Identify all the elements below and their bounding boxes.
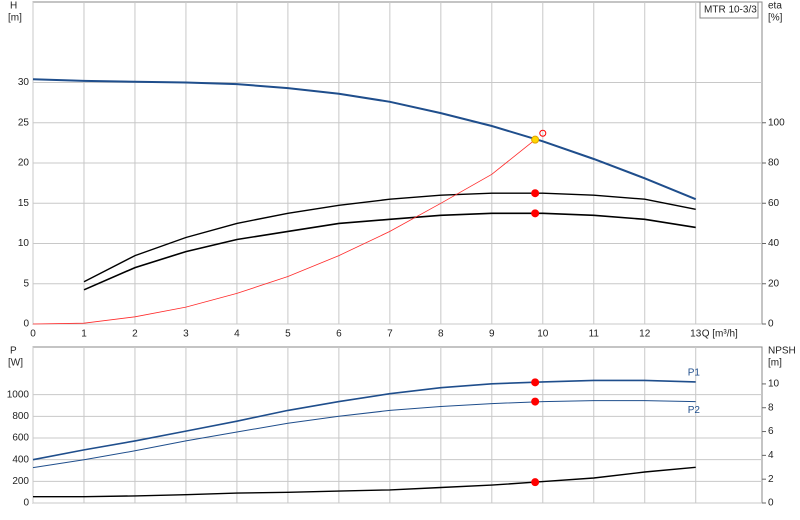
point xyxy=(531,478,540,487)
chart-title: MTR 10-3/3 xyxy=(704,5,757,16)
curve xyxy=(33,466,696,498)
series-label: P1 xyxy=(688,368,701,379)
y-tick-label: 25 xyxy=(18,117,30,128)
y2-tick-label: 8 xyxy=(768,402,774,413)
y-axis-label: H xyxy=(10,1,17,12)
y-tick-label: 15 xyxy=(18,198,30,209)
x-tick-label: 10 xyxy=(537,329,549,340)
x-tick-label: 13 xyxy=(690,329,702,340)
x-tick-label: 5 xyxy=(285,329,291,340)
y-axis-label: P xyxy=(10,346,17,357)
x-tick-label: 11 xyxy=(589,329,600,340)
curve xyxy=(32,139,536,325)
y-tick-label: 600 xyxy=(12,433,29,444)
y-tick-label: 10 xyxy=(18,238,30,249)
y2-tick-label: 0 xyxy=(768,319,774,330)
curve xyxy=(32,400,696,469)
plot-area xyxy=(32,346,763,504)
y2-axis-label: NPSH xyxy=(768,346,796,357)
y-tick-label: 30 xyxy=(18,77,30,88)
y-axis-unit: [W] xyxy=(8,358,23,369)
y2-tick-label: 60 xyxy=(768,198,780,209)
y2-tick-label: 100 xyxy=(768,117,785,128)
x-tick-label: 6 xyxy=(336,329,342,340)
point xyxy=(531,397,540,406)
point xyxy=(531,135,540,144)
y2-tick-label: 0 xyxy=(768,498,774,509)
y-axis-unit: [m] xyxy=(8,13,22,24)
x-tick-label: 3 xyxy=(183,329,189,340)
x-axis-label: Q [m³/h] xyxy=(702,329,738,340)
point xyxy=(539,129,547,137)
curve xyxy=(83,192,696,283)
point xyxy=(531,209,540,218)
y2-tick-label: 20 xyxy=(768,278,780,289)
y-tick-label: 20 xyxy=(18,158,30,169)
point xyxy=(531,189,540,198)
y-tick-label: 0 xyxy=(23,498,29,509)
y2-tick-label: 40 xyxy=(768,238,780,249)
x-tick-label: 2 xyxy=(132,329,138,340)
series-label: P2 xyxy=(688,405,701,416)
y2-tick-label: 4 xyxy=(768,450,774,461)
curve xyxy=(83,212,696,291)
x-tick-label: 4 xyxy=(234,329,240,340)
x-tick-label: 1 xyxy=(81,329,87,340)
x-tick-label: 9 xyxy=(489,329,495,340)
y2-axis-unit: [%] xyxy=(768,13,783,24)
y2-axis-unit: [m] xyxy=(768,358,782,369)
y2-tick-label: 10 xyxy=(768,379,780,390)
y2-tick-label: 80 xyxy=(768,158,780,169)
x-tick-label: 12 xyxy=(639,329,651,340)
point xyxy=(531,378,540,387)
x-tick-label: 7 xyxy=(387,329,393,340)
y-tick-label: 200 xyxy=(12,476,29,487)
curve xyxy=(32,379,696,461)
curve xyxy=(32,78,697,201)
y2-tick-label: 2 xyxy=(768,474,774,485)
y-tick-label: 0 xyxy=(23,319,29,330)
y2-tick-label: 6 xyxy=(768,426,774,437)
y-tick-label: 800 xyxy=(12,411,29,422)
y-tick-label: 400 xyxy=(12,454,29,465)
y2-axis-label: eta xyxy=(768,1,782,12)
x-tick-label: 8 xyxy=(438,329,444,340)
title-box xyxy=(699,1,759,19)
y-tick-label: 1000 xyxy=(7,389,30,400)
x-tick-label: 0 xyxy=(30,329,36,340)
y-tick-label: 5 xyxy=(23,278,29,289)
